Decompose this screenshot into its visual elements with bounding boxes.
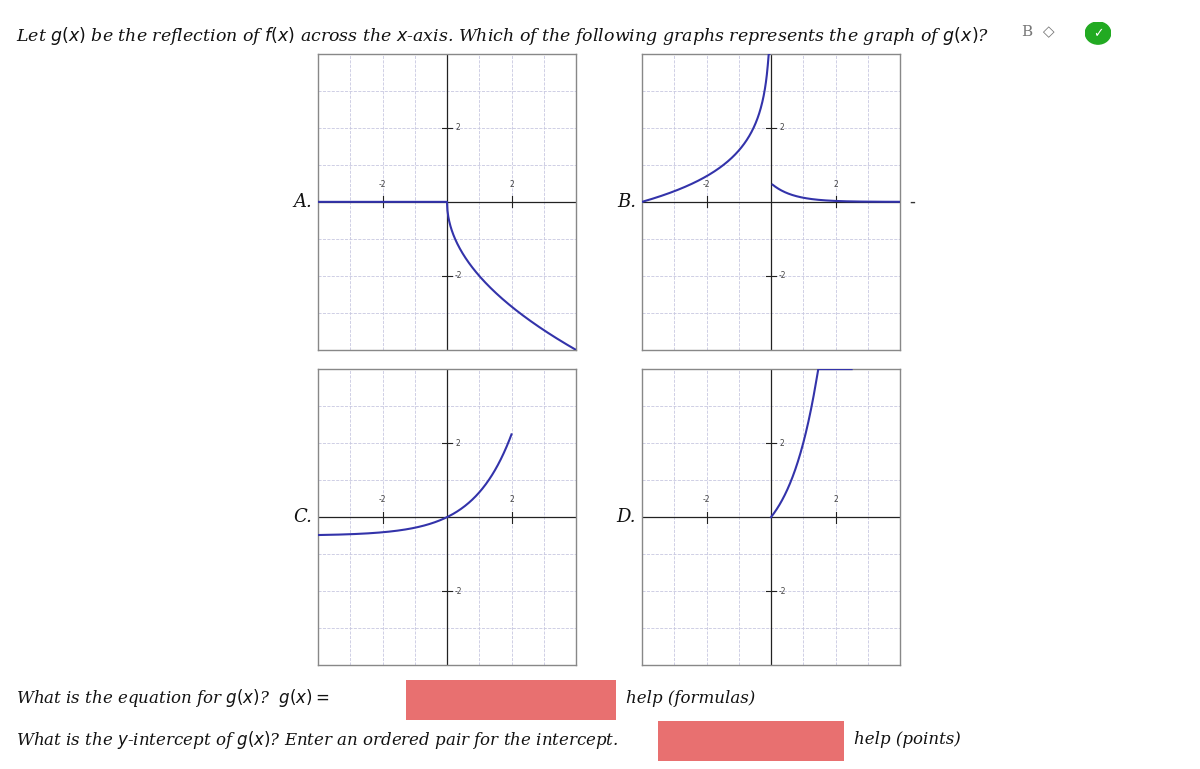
Text: -2: -2 <box>455 587 462 596</box>
Text: -2: -2 <box>379 180 386 189</box>
Text: help (points): help (points) <box>854 731 961 748</box>
Text: B.: B. <box>617 193 636 211</box>
Text: 2: 2 <box>833 495 838 504</box>
Text: 2: 2 <box>455 123 460 132</box>
Text: 2: 2 <box>833 180 838 189</box>
Text: B  ◇: B ◇ <box>1022 25 1064 38</box>
Text: -2: -2 <box>779 587 786 596</box>
Text: Let $g(x)$ be the reflection of $f(x)$ across the $x$-axis. Which of the followi: Let $g(x)$ be the reflection of $f(x)$ a… <box>16 25 989 47</box>
Text: 2: 2 <box>455 438 460 448</box>
Text: C.: C. <box>293 508 312 526</box>
Text: 2: 2 <box>779 123 784 132</box>
Text: -2: -2 <box>703 180 710 189</box>
Circle shape <box>1085 22 1111 44</box>
Text: 2: 2 <box>779 438 784 448</box>
Text: help (formulas): help (formulas) <box>626 690 756 707</box>
Text: -2: -2 <box>703 495 710 504</box>
Text: What is the equation for $g(x)$?  $g(x)=$: What is the equation for $g(x)$? $g(x)=$ <box>16 687 329 709</box>
Text: 2: 2 <box>509 495 514 504</box>
Text: 2: 2 <box>509 180 514 189</box>
Text: A.: A. <box>293 193 312 211</box>
Text: ✓: ✓ <box>1093 27 1103 40</box>
Text: -2: -2 <box>379 495 386 504</box>
Text: -2: -2 <box>455 271 462 281</box>
Text: What is the $y$-intercept of $g(x)$? Enter an ordered pair for the intercept.: What is the $y$-intercept of $g(x)$? Ent… <box>16 729 618 751</box>
Text: -: - <box>910 193 916 211</box>
Text: D.: D. <box>617 508 636 526</box>
Text: -2: -2 <box>779 271 786 281</box>
